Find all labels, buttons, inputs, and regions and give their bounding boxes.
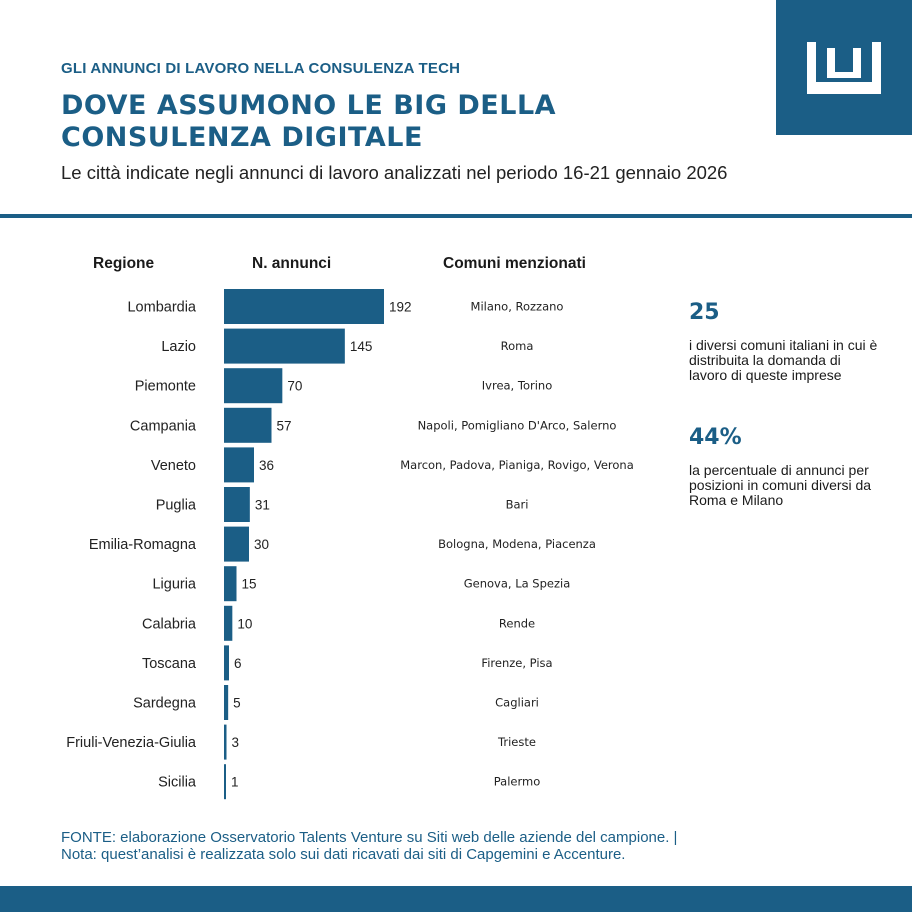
bar-4 — [224, 447, 254, 483]
source-note: FONTE: elaborazione Osservatorio Talents… — [61, 829, 678, 863]
value-label-5: 31 — [255, 498, 270, 513]
value-label-8: 10 — [237, 616, 252, 631]
bar-10 — [224, 685, 229, 720]
bar-5 — [224, 487, 250, 522]
category-label-0: Lombardia — [127, 300, 196, 316]
towns-label-1: Roma — [501, 339, 534, 353]
value-label-2: 70 — [287, 379, 302, 394]
bar-8 — [224, 605, 233, 641]
bar-9 — [224, 645, 229, 681]
towns-label-2: Ivrea, Torino — [482, 379, 552, 393]
crown-logo-icon — [807, 42, 881, 94]
towns-label-6: Bologna, Modena, Piacenza — [438, 537, 596, 551]
kicker-text: GLI ANNUNCI DI LAVORO NELLA CONSULENZA T… — [61, 60, 461, 77]
category-label-12: Sicilia — [158, 775, 197, 791]
value-label-9: 6 — [234, 656, 242, 671]
value-label-3: 57 — [277, 418, 292, 433]
value-label-11: 3 — [232, 735, 240, 750]
category-label-5: Puglia — [156, 498, 197, 514]
towns-label-11: Trieste — [497, 735, 536, 749]
bar-1 — [224, 328, 345, 364]
bar-11 — [224, 724, 227, 760]
category-label-8: Calabria — [142, 616, 197, 632]
towns-label-4: Marcon, Padova, Pianiga, Rovigo, Verona — [400, 458, 634, 472]
value-label-10: 5 — [233, 696, 241, 711]
value-label-4: 36 — [259, 458, 274, 473]
stat-percent-value: 44% — [689, 425, 742, 450]
bar-12 — [224, 764, 226, 800]
stat-percent-description: la percentuale di annunci per posizioni … — [689, 462, 872, 508]
towns-label-7: Genova, La Spezia — [464, 577, 571, 591]
category-label-11: Friuli-Venezia-Giulia — [66, 735, 197, 751]
category-label-4: Veneto — [151, 458, 196, 474]
bar-2 — [224, 368, 283, 404]
brand-logo — [776, 0, 912, 135]
value-label-0: 192 — [389, 300, 412, 315]
category-label-6: Emilia-Romagna — [89, 537, 197, 553]
towns-label-10: Cagliari — [495, 696, 539, 710]
page-title: DOVE ASSUMONO LE BIG DELLA CONSULENZA DI… — [61, 90, 557, 153]
value-label-6: 30 — [254, 537, 269, 552]
bar-3 — [224, 407, 272, 443]
column-header-count: N. annunci — [252, 255, 332, 272]
category-label-9: Toscana — [142, 656, 197, 672]
bar-0 — [224, 289, 384, 324]
category-label-10: Sardegna — [133, 696, 197, 712]
value-label-12: 1 — [231, 775, 239, 790]
category-label-2: Piemonte — [135, 379, 196, 395]
stat-towns-description: i diversi comuni italiani in cui è distr… — [689, 337, 878, 383]
towns-label-12: Palermo — [494, 775, 541, 789]
category-label-1: Lazio — [161, 339, 196, 355]
towns-label-5: Bari — [506, 498, 529, 512]
value-label-7: 15 — [242, 577, 257, 592]
towns-label-9: Firenze, Pisa — [481, 656, 552, 670]
column-header-region: Regione — [93, 255, 155, 272]
page-subtitle: Le città indicate negli annunci di lavor… — [61, 162, 728, 183]
category-label-7: Liguria — [152, 577, 196, 593]
stat-towns-value: 25 — [689, 300, 720, 325]
towns-label-8: Rende — [499, 616, 535, 630]
bar-6 — [224, 526, 249, 562]
header-divider — [0, 214, 912, 218]
towns-label-0: Milano, Rozzano — [471, 300, 564, 314]
bar-chart: Lombardia 192 Milano, Rozzano Lazio 145 Roma P… — [66, 289, 634, 800]
category-label-3: Campania — [130, 418, 197, 434]
bar-7 — [224, 566, 237, 602]
footer-bar — [0, 886, 912, 912]
column-header-towns: Comuni menzionati — [443, 255, 586, 272]
towns-label-3: Napoli, Pomigliano D'Arco, Salerno — [418, 418, 617, 432]
value-label-1: 145 — [350, 339, 373, 354]
